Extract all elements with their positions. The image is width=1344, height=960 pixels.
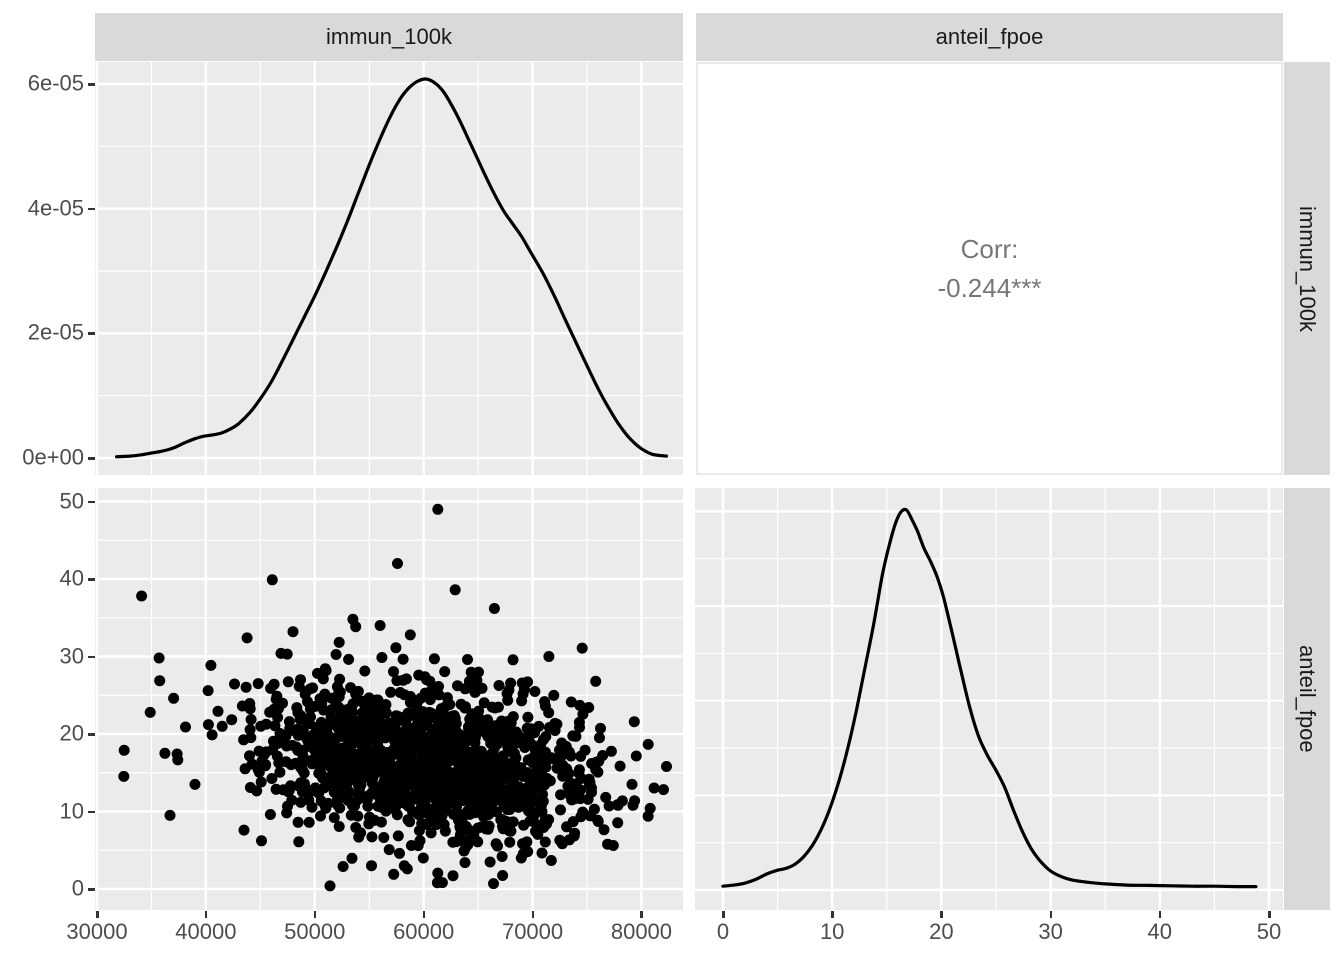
tick-mark bbox=[204, 911, 208, 918]
x-tick-label: 20 bbox=[929, 919, 954, 944]
tick-mark bbox=[1268, 911, 1271, 918]
y-tick-label: 30 bbox=[59, 642, 84, 668]
corr-label: Corr: bbox=[960, 233, 1019, 264]
tick-mark bbox=[88, 207, 95, 211]
panel-scatter-immun-vs-anteil bbox=[95, 488, 683, 910]
x-tick-label: 70000 bbox=[501, 919, 564, 944]
tick-mark bbox=[88, 888, 95, 891]
tick-mark bbox=[88, 810, 95, 813]
y-tick-label: 10 bbox=[59, 797, 84, 823]
x-tick-label: 30 bbox=[1038, 919, 1063, 944]
corr-value: -0.244*** bbox=[937, 272, 1042, 303]
x-tick-label: 30000 bbox=[66, 919, 128, 944]
tick-mark bbox=[88, 500, 95, 503]
y-tick-label: 50 bbox=[59, 487, 84, 513]
density-anteil-fpoe-svg bbox=[695, 488, 1283, 910]
strip-right-anteil-fpoe: anteil_fpoe bbox=[1284, 488, 1330, 910]
x-tick-label: 60000 bbox=[393, 919, 455, 944]
panel-density-anteil-fpoe bbox=[695, 488, 1283, 910]
tick-mark bbox=[88, 578, 95, 581]
tick-mark bbox=[88, 733, 95, 736]
density-immun-100k-svg bbox=[95, 62, 683, 475]
tick-mark bbox=[88, 655, 95, 658]
tick-mark bbox=[940, 911, 943, 918]
strip-top-immun-100k: immun_100k bbox=[95, 13, 683, 61]
y-tick-label: 20 bbox=[59, 720, 84, 746]
tick-mark bbox=[1049, 911, 1053, 918]
x-tick-label: 40 bbox=[1147, 919, 1173, 944]
tick-mark bbox=[96, 911, 99, 918]
strip-label: anteil_fpoe bbox=[1295, 645, 1320, 753]
y-tick-label: 0e+00 bbox=[22, 444, 84, 470]
panel-density-immun-100k bbox=[95, 62, 683, 475]
tick-mark bbox=[1158, 911, 1162, 918]
tick-mark bbox=[313, 911, 317, 918]
tick-mark bbox=[88, 83, 95, 86]
tick-mark bbox=[640, 911, 643, 918]
tick-mark bbox=[88, 457, 95, 460]
y-tick-label: 6e-05 bbox=[27, 70, 84, 96]
scatter-svg bbox=[95, 488, 683, 910]
y-tick-label: 0 bbox=[71, 875, 84, 901]
x-tick-label: 50 bbox=[1256, 919, 1282, 944]
strip-top-anteil-fpoe: anteil_fpoe bbox=[696, 13, 1283, 61]
y-tick-label: 2e-05 bbox=[27, 319, 84, 345]
tick-mark bbox=[88, 332, 95, 335]
panel-correlation: Corr: -0.244*** bbox=[696, 62, 1283, 475]
x-tick-label: 80000 bbox=[610, 919, 673, 944]
tick-mark bbox=[722, 911, 725, 918]
x-tick-label: 10 bbox=[819, 919, 845, 944]
strip-right-immun-100k: immun_100k bbox=[1284, 62, 1330, 475]
x-tick-label: 0 bbox=[716, 919, 730, 944]
tick-mark bbox=[531, 911, 535, 918]
y-tick-label: 4e-05 bbox=[27, 195, 84, 221]
y-tick-label: 40 bbox=[59, 565, 84, 591]
x-tick-label: 50000 bbox=[284, 919, 346, 944]
strip-label: immun_100k bbox=[1295, 205, 1320, 332]
tick-mark bbox=[422, 911, 426, 918]
tick-mark bbox=[831, 911, 834, 918]
strip-label: anteil_fpoe bbox=[935, 24, 1044, 49]
strip-label: immun_100k bbox=[326, 24, 452, 49]
x-tick-label: 40000 bbox=[175, 919, 237, 944]
